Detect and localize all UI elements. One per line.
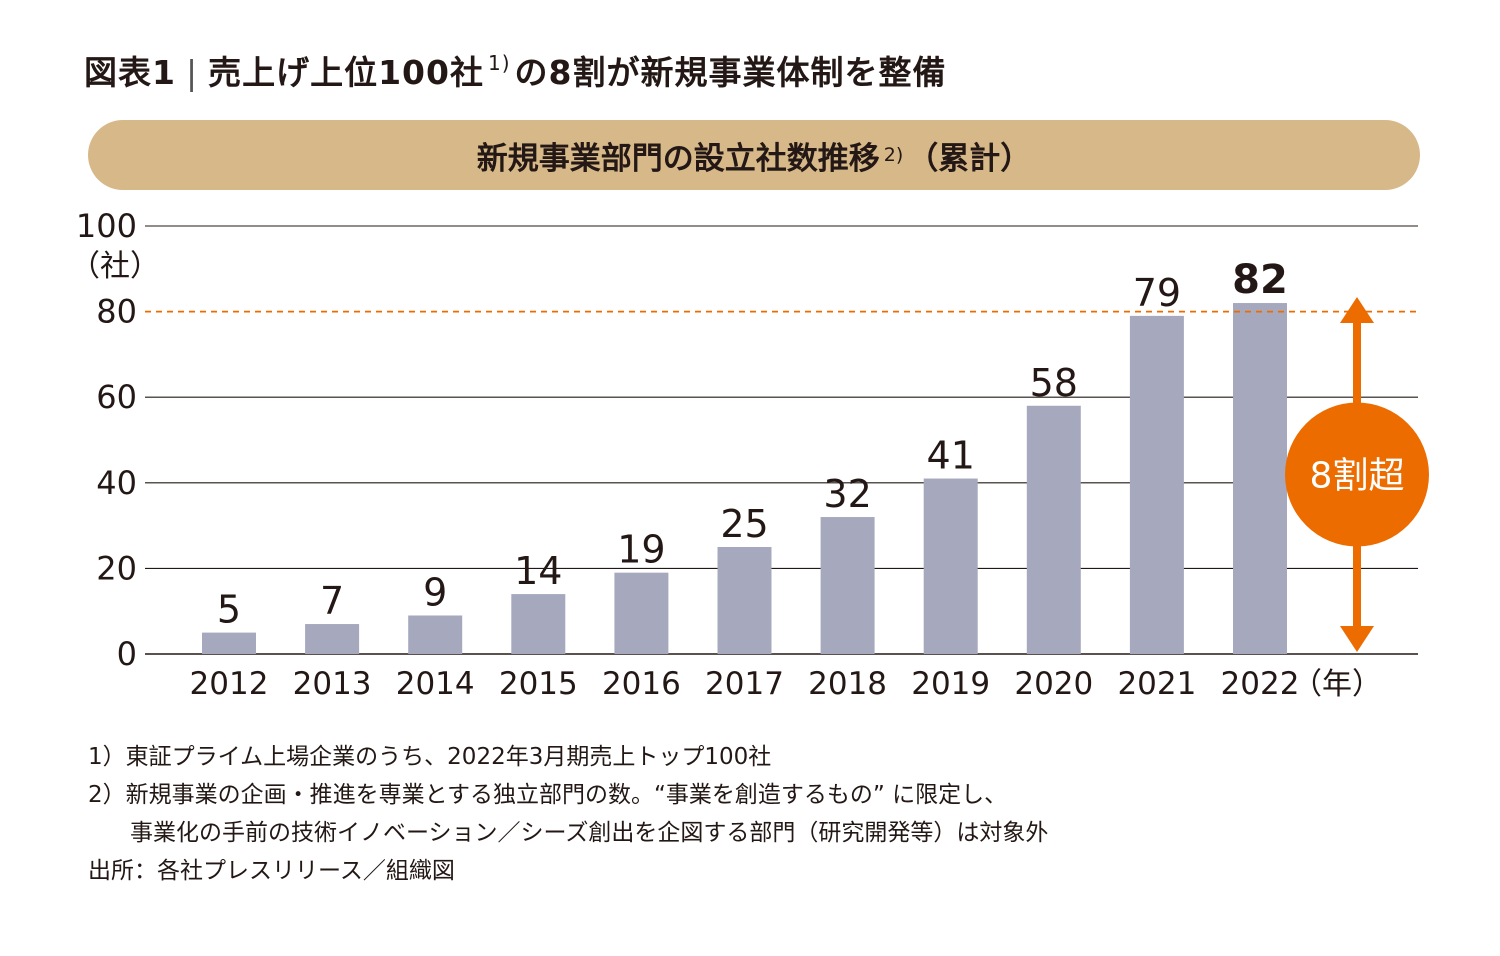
data-label-2020: 58 [1030,361,1078,405]
bar-2021 [1129,315,1184,654]
y-tick-label-0: 0 [117,635,137,673]
x-tick-label-2013: 2013 [293,666,372,702]
bar-2016 [614,572,669,654]
note-2-line-2: 事業化の手前の技術イノベーション／シーズ創出を企図する部門（研究開発等）は対象外 [130,820,1049,846]
x-axis-ticks: 2012 2013 2014 2015 2016 2017 2018 2019 2020 2021… [190,666,1300,702]
data-label-2015: 14 [514,549,562,593]
x-tick-label-2017: 2017 [705,666,784,702]
bar-2012 [202,632,256,654]
x-tick-label-2019: 2019 [911,666,990,702]
title-separator: | [185,53,199,92]
x-tick-label-2012: 2012 [190,666,269,702]
y-axis-label: （社） [70,249,160,284]
footnotes: 1）東証プライム上場企業のうち、2022年3月期売上トップ100社 2）新規事業… [88,738,1048,890]
banner-text: 新規事業部門の設立社数推移 [476,140,880,177]
x-tick-label-2022: 2022 [1221,666,1300,702]
arrow-head-down [1340,626,1374,652]
x-axis-label: （年） [1292,667,1382,702]
data-label-2013: 7 [320,579,344,623]
data-label-2019: 41 [927,434,975,478]
arrow-head-up [1340,297,1374,324]
x-tick-label-2021: 2021 [1117,666,1196,702]
y-tick-label-60: 60 [96,378,137,416]
bar-2017 [717,547,772,654]
source-note: 出所：各社プレスリリース／組織図 [88,858,455,884]
data-label-2012: 5 [217,588,241,632]
title-rest: の8割が新規事業体制を整備 [514,53,947,92]
figure-label: 図表1 [84,53,176,92]
note-1: 1）東証プライム上場企業のうち、2022年3月期売上トップ100社 [88,744,772,770]
y-axis-ticks: 0 20 40 60 80 100 [76,207,137,673]
bar-2020 [1026,405,1081,654]
data-label-2016: 19 [617,528,665,572]
x-tick-label-2014: 2014 [396,666,475,702]
annotation-circle [1285,402,1429,547]
bar-2019 [923,478,978,654]
bar-2013 [305,624,360,654]
annotation-label: 8割超 [1310,456,1405,497]
x-tick-label-2018: 2018 [808,666,887,702]
data-label-2014: 9 [423,570,447,614]
bar-2014 [408,615,463,654]
y-tick-label-40: 40 [96,464,137,502]
data-label-2017: 25 [720,502,768,546]
data-label-2022: 82 [1232,257,1288,303]
y-tick-label-80: 80 [96,293,137,331]
x-tick-label-2015: 2015 [499,666,578,702]
bar-2022 [1233,303,1287,654]
annotation-arrow: 8割超 [1285,297,1429,652]
banner-note-ref: 2) [883,144,904,166]
banner-suffix: （累計） [907,140,1032,177]
data-label-2018: 32 [823,472,871,516]
chart-banner: 新規事業部門の設立社数推移 2) （累計） [88,120,1420,190]
data-label-2021: 79 [1133,271,1181,315]
x-tick-label-2016: 2016 [602,666,681,702]
bar-2015 [511,594,566,654]
note-2-line-1: 2）新規事業の企画・推進を専業とする独立部門の数。“事業を創造するもの” に限定… [88,782,1008,808]
title-note-ref: 1) [487,51,511,75]
title-main: 売上げ上位100社 [208,53,484,92]
y-tick-label-20: 20 [96,549,137,587]
figure-title: 図表1 | 売上げ上位100社 1) の8割が新規事業体制を整備 [84,46,946,94]
y-tick-label-100: 100 [76,207,137,245]
x-tick-label-2020: 2020 [1014,666,1093,702]
bar-2018 [820,517,875,654]
